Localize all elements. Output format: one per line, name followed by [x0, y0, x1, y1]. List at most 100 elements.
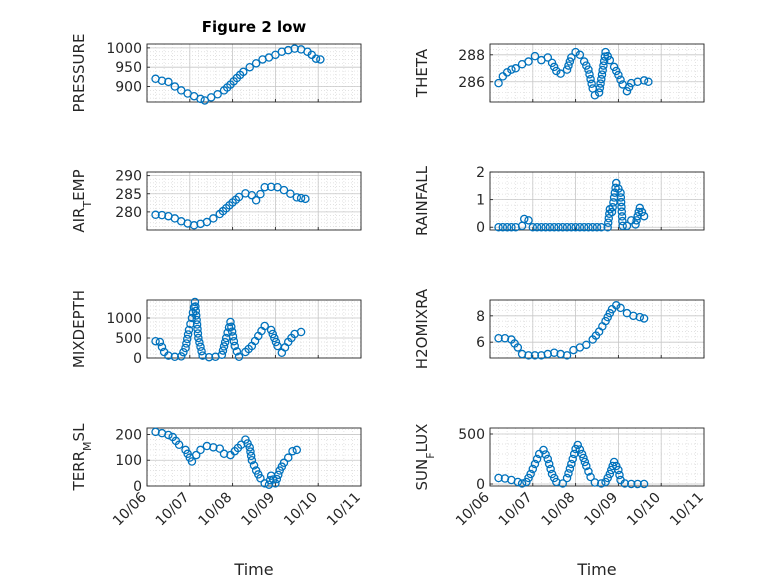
data-point [292, 193, 302, 202]
y-axis-label: TERRMSL [70, 423, 94, 492]
data-point [227, 322, 236, 332]
x-axis-label: Time [233, 560, 273, 579]
data-point [191, 306, 201, 316]
data-point [196, 342, 205, 352]
data-point [230, 341, 239, 351]
y-tick-label: 2 [476, 165, 485, 181]
y-axis-label-part: EMP [70, 169, 88, 200]
y-tick-label: 500 [115, 331, 142, 347]
data-point [644, 77, 653, 87]
data-point [537, 222, 546, 232]
data-point [260, 182, 269, 192]
data-point [597, 74, 606, 84]
x-tick-label: 10/09 [238, 490, 278, 530]
data-point [603, 473, 612, 483]
data-point [595, 83, 605, 93]
data-point [631, 220, 640, 229]
data-point [513, 477, 523, 487]
data-point [181, 343, 190, 353]
data-point [530, 459, 540, 469]
axes-h2omixra: 6 8 H2OMIXRA [413, 288, 705, 369]
data-point [603, 222, 612, 232]
data-point [549, 222, 559, 232]
y-axis-label: PRESSURE [70, 34, 88, 113]
data-point [246, 447, 255, 456]
data-point [586, 74, 595, 84]
x-axis-label: Time [576, 560, 616, 579]
data-point [532, 454, 542, 464]
data-point [577, 449, 587, 459]
data-point [582, 340, 591, 350]
data-point [301, 194, 310, 204]
data-point [528, 222, 538, 232]
data-point [588, 222, 597, 232]
data-point [524, 473, 533, 483]
data-point [530, 351, 540, 360]
data-point [605, 469, 615, 479]
series-markers [494, 178, 649, 232]
data-point [567, 53, 576, 62]
data-point [614, 184, 623, 193]
data-point [288, 446, 297, 456]
data-point [220, 337, 230, 347]
series-markers [494, 301, 649, 360]
data-point [245, 62, 254, 72]
data-point [565, 57, 575, 66]
data-point [575, 50, 585, 60]
data-point [530, 51, 540, 61]
y-axis-label: SUNFLUX [413, 424, 437, 491]
y-tick-label: 0 [476, 477, 485, 493]
axes-box [146, 43, 362, 103]
data-point [311, 54, 321, 63]
data-point [202, 217, 212, 227]
data-point [547, 58, 557, 68]
y-axis-label-part: THETA [413, 48, 431, 98]
data-point [498, 222, 508, 232]
data-point [633, 479, 642, 489]
y-tick-label: 950 [115, 60, 142, 76]
data-point [192, 315, 201, 325]
data-point [182, 339, 191, 348]
y-tick-label: 1000 [106, 41, 142, 57]
data-point [626, 479, 636, 489]
data-point [617, 202, 626, 212]
y-axis-label: AIRTEMP [70, 169, 94, 232]
data-point [246, 451, 256, 461]
y-tick-label: 288 [458, 48, 485, 64]
data-point [594, 88, 604, 97]
y-tick-label: 100 [115, 453, 142, 469]
data-point [286, 189, 295, 198]
data-point [528, 464, 538, 474]
axes-box [146, 171, 362, 231]
data-point [639, 479, 649, 489]
data-point [564, 61, 573, 70]
data-point [605, 55, 615, 65]
chart-title: Figure 2 low [202, 18, 307, 36]
data-point [526, 469, 535, 479]
data-point [616, 193, 626, 202]
series-markers [151, 427, 302, 489]
plot-area [490, 44, 704, 102]
data-point [183, 330, 193, 339]
data-point [584, 65, 593, 74]
data-point [249, 461, 259, 470]
data-point [546, 464, 555, 474]
data-point [601, 47, 610, 57]
data-point [562, 222, 572, 232]
data-point [519, 214, 529, 224]
data-point [592, 222, 602, 232]
y-tick-label: 500 [458, 427, 485, 443]
y-axis-label-part: TERR [70, 451, 88, 492]
axes-box [489, 43, 705, 103]
data-point [524, 216, 533, 225]
data-point [283, 453, 293, 462]
plot-area [490, 172, 704, 230]
data-point [209, 214, 218, 223]
data-point [634, 207, 643, 217]
data-point [639, 76, 649, 85]
axes-box [489, 299, 705, 359]
x-tick-label: 10/07 [153, 490, 193, 530]
data-point [552, 66, 561, 76]
data-point [620, 479, 630, 488]
